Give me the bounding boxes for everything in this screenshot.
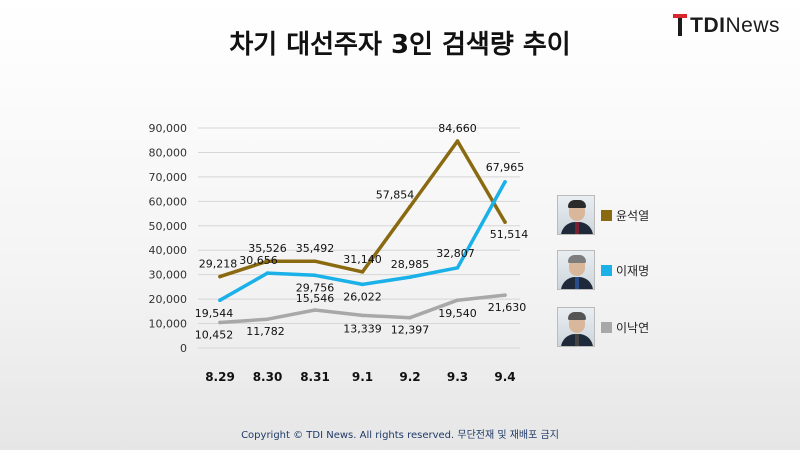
data-point bbox=[313, 308, 317, 312]
y-tick-label: 0 bbox=[180, 342, 187, 355]
legend-item-lee-nakyon: 이낙연 bbox=[557, 307, 649, 347]
data-label: 10,452 bbox=[195, 328, 234, 341]
portrait-icon bbox=[557, 307, 595, 347]
data-point bbox=[360, 270, 365, 274]
data-label: 35,526 bbox=[248, 242, 287, 255]
data-label: 29,218 bbox=[199, 258, 238, 271]
data-label: 12,397 bbox=[391, 324, 430, 337]
legend-label: 이재명 bbox=[616, 263, 650, 278]
data-label: 19,540 bbox=[438, 307, 477, 320]
data-point bbox=[313, 273, 317, 278]
data-point bbox=[455, 266, 460, 270]
data-label: 57,854 bbox=[376, 189, 415, 202]
data-label: 29,756 bbox=[296, 281, 335, 294]
y-tick-label: 70,000 bbox=[149, 171, 188, 184]
data-label: 35,492 bbox=[296, 242, 335, 255]
y-tick-label: 50,000 bbox=[149, 220, 188, 233]
data-point bbox=[218, 298, 222, 303]
data-label: 84,660 bbox=[438, 122, 477, 135]
data-label: 28,985 bbox=[391, 258, 430, 271]
data-label: 67,965 bbox=[486, 161, 525, 174]
data-point bbox=[218, 320, 222, 325]
data-point bbox=[408, 275, 412, 279]
legend-item-yoon: 윤석열 bbox=[557, 195, 649, 235]
data-point bbox=[408, 204, 412, 209]
data-label: 51,514 bbox=[490, 228, 529, 241]
x-tick-label: 9.2 bbox=[399, 370, 420, 384]
data-point bbox=[265, 317, 270, 321]
data-label: 32,807 bbox=[436, 247, 475, 260]
legend-swatch bbox=[601, 264, 612, 276]
data-point bbox=[313, 259, 317, 264]
data-point bbox=[360, 282, 365, 287]
data-label: 15,546 bbox=[296, 292, 335, 305]
legend-item-lee-jaemyung: 이재명 bbox=[557, 250, 649, 290]
data-point bbox=[455, 298, 460, 303]
data-label: 30,656 bbox=[239, 254, 278, 267]
y-tick-label: 80,000 bbox=[149, 146, 188, 159]
data-point bbox=[455, 139, 460, 143]
legend-label: 이낙연 bbox=[616, 320, 650, 335]
y-tick-label: 10,000 bbox=[149, 318, 188, 331]
legend-swatch bbox=[601, 209, 612, 221]
data-point bbox=[503, 180, 507, 184]
data-point bbox=[503, 220, 507, 224]
y-tick-label: 40,000 bbox=[149, 244, 188, 257]
portrait-icon bbox=[557, 250, 595, 290]
data-label: 21,630 bbox=[488, 301, 527, 314]
logo-text-rest: News bbox=[725, 14, 780, 37]
y-tick-label: 20,000 bbox=[149, 293, 188, 306]
x-tick-label: 8.29 bbox=[205, 370, 235, 384]
x-tick-label: 8.31 bbox=[300, 370, 330, 384]
chart-title: 차기 대선주자 3인 검색량 추이 bbox=[229, 30, 571, 60]
portrait-icon bbox=[557, 195, 595, 235]
data-point bbox=[218, 274, 222, 279]
logo-text-bold: TDI bbox=[690, 14, 726, 37]
data-point bbox=[503, 293, 507, 297]
data-point bbox=[265, 259, 270, 263]
data-label: 19,544 bbox=[195, 307, 234, 320]
data-point bbox=[360, 313, 365, 318]
data-label: 31,140 bbox=[343, 253, 382, 266]
y-tick-label: 30,000 bbox=[149, 269, 188, 282]
series-line-1 bbox=[218, 180, 507, 302]
data-label: 11,782 bbox=[246, 325, 285, 338]
x-tick-label: 9.1 bbox=[352, 370, 373, 384]
tdi-news-logo: TDINews bbox=[673, 14, 780, 38]
tdi-logo-mark-icon bbox=[673, 14, 688, 38]
y-tick-label: 90,000 bbox=[149, 122, 188, 135]
legend-swatch bbox=[601, 321, 612, 333]
y-tick-label: 60,000 bbox=[149, 195, 188, 208]
x-tick-label: 9.3 bbox=[447, 370, 468, 384]
data-point bbox=[408, 315, 412, 320]
data-label: 26,022 bbox=[343, 290, 382, 303]
legend-label: 윤석열 bbox=[616, 208, 650, 223]
data-label: 13,339 bbox=[343, 322, 382, 335]
copyright-notice: Copyright © TDI News. All rights reserve… bbox=[241, 430, 559, 441]
data-point bbox=[265, 271, 270, 275]
x-tick-label: 8.30 bbox=[253, 370, 283, 384]
logo-text: TDINews bbox=[690, 14, 780, 38]
x-tick-label: 9.4 bbox=[494, 370, 515, 384]
